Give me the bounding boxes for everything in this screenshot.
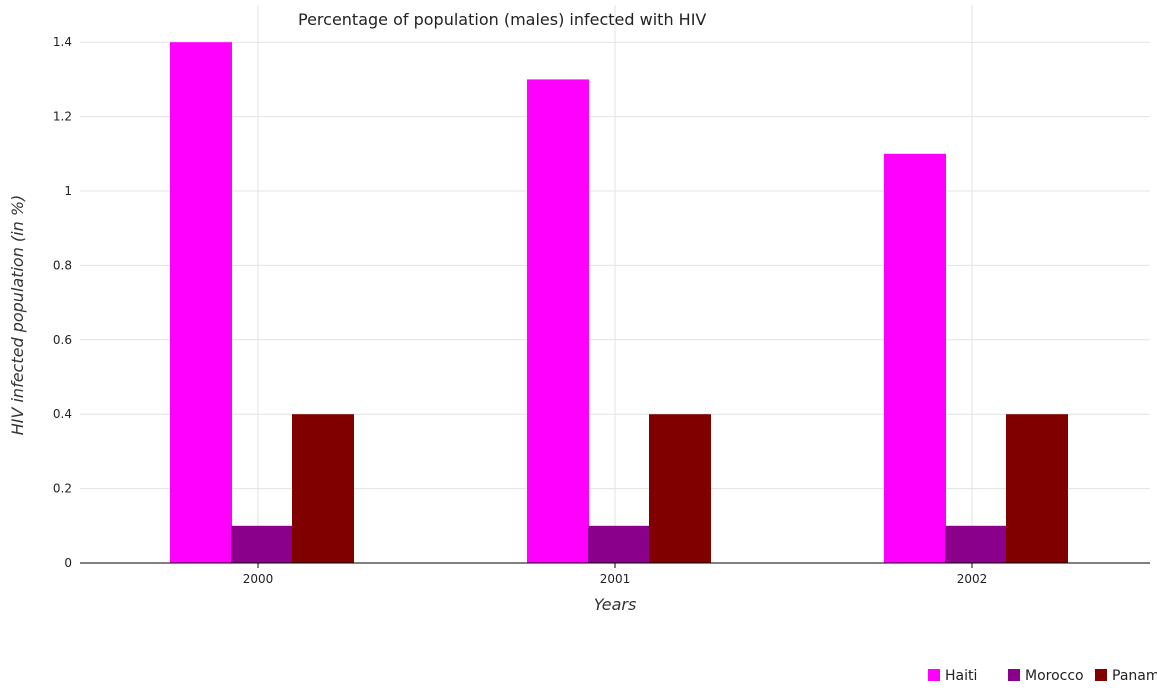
bar-panama-2002 xyxy=(1006,414,1068,563)
bar-haiti-2000 xyxy=(170,42,232,563)
y-tick-label: 0.2 xyxy=(53,482,72,496)
bar-haiti-2002 xyxy=(884,153,946,564)
x-axis-label: Years xyxy=(594,595,637,614)
x-tick-label: 2002 xyxy=(957,572,988,586)
legend-label-haiti: Haiti xyxy=(945,668,977,684)
x-tick-label: 2001 xyxy=(600,572,631,586)
y-tick-label: 0 xyxy=(64,556,72,570)
y-tick-label: 1.4 xyxy=(53,35,72,49)
legend-swatch-morocco xyxy=(1008,669,1020,681)
y-tick-label: 0.6 xyxy=(53,333,72,347)
bar-haiti-2001 xyxy=(527,79,589,564)
legend: Haiti Morocco Panama xyxy=(928,668,1157,684)
bar-panama-2001 xyxy=(649,414,711,563)
x-tick-label: 2000 xyxy=(243,572,274,586)
y-ticks: 0 0.2 0.4 0.6 0.8 1 1.2 1.4 xyxy=(53,35,72,570)
y-axis-label: HIV infected population (in %) xyxy=(8,195,27,436)
bar-morocco-2000 xyxy=(231,525,293,563)
bar-morocco-2002 xyxy=(945,525,1007,563)
y-tick-label: 1 xyxy=(64,184,72,198)
legend-swatch-haiti xyxy=(928,669,940,681)
y-tick-label: 1.2 xyxy=(53,110,72,124)
bar-panama-2000 xyxy=(292,414,354,563)
bar-morocco-2001 xyxy=(588,525,650,563)
legend-label-morocco: Morocco xyxy=(1025,668,1084,684)
grid xyxy=(80,5,1150,564)
x-ticks: 2000 2001 2002 xyxy=(243,563,988,586)
y-tick-label: 0.8 xyxy=(53,258,72,272)
legend-label-panama: Panama xyxy=(1112,668,1157,684)
bars xyxy=(170,42,1068,564)
y-tick-label: 0.4 xyxy=(53,407,72,421)
chart-title: Percentage of population (males) infecte… xyxy=(298,10,706,29)
legend-swatch-panama xyxy=(1095,669,1107,681)
